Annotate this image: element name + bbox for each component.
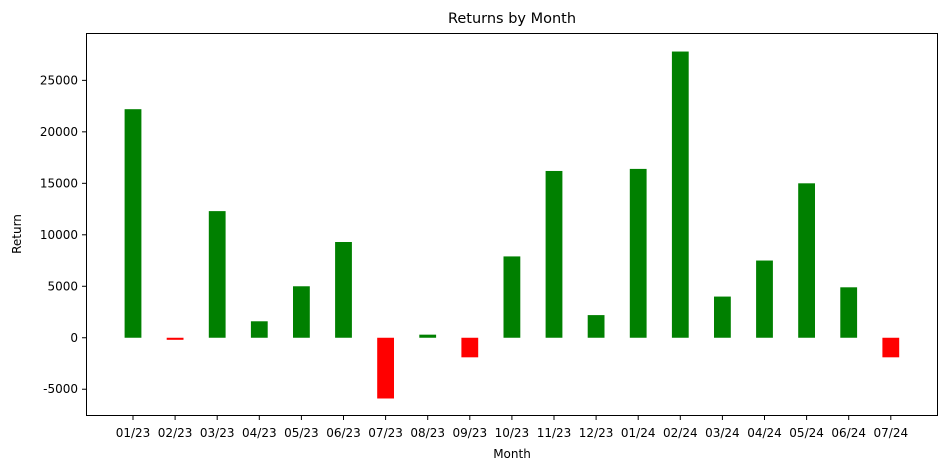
x-tick-label: 09/23 (453, 426, 488, 440)
chart-title: Returns by Month (448, 11, 576, 27)
bar-01-23 (124, 109, 142, 338)
x-tick-label: 02/24 (663, 426, 698, 440)
x-tick-label: 05/24 (789, 426, 824, 440)
bar-01-24 (629, 168, 647, 338)
x-tick-label: 06/23 (326, 426, 361, 440)
bar-05-24 (798, 183, 815, 338)
x-tick-label: 04/23 (242, 426, 277, 440)
bar-03-23 (208, 211, 226, 338)
y-tick-label: -5000 (43, 382, 78, 396)
x-tick-label: 02/23 (158, 426, 193, 440)
bar-series (124, 51, 900, 399)
y-tick-label: 15000 (40, 176, 78, 190)
x-axis-title: Month (493, 447, 531, 461)
x-tick-label: 06/24 (831, 426, 866, 440)
bar-02-24 (671, 51, 689, 338)
x-tick-label: 01/24 (621, 426, 656, 440)
bar-07-24 (882, 337, 900, 358)
x-tick-label: 04/24 (747, 426, 782, 440)
bar-12-23 (587, 315, 605, 338)
bar-03-24 (714, 296, 731, 338)
x-tick-label: 03/23 (200, 426, 235, 440)
x-tick-label: 03/24 (705, 426, 740, 440)
x-tick-label: 10/23 (495, 426, 530, 440)
plot-frame (86, 33, 938, 416)
bar-08-23 (419, 334, 437, 338)
bar-09-23 (461, 337, 479, 358)
y-tick-label: 25000 (40, 73, 78, 87)
x-tick-label: 07/23 (368, 426, 403, 440)
x-tick-label: 11/23 (537, 426, 572, 440)
bar-11-23 (545, 170, 563, 338)
x-tick-label: 07/24 (874, 426, 909, 440)
bar-07-23 (377, 337, 394, 399)
bar-06-24 (840, 287, 858, 338)
x-tick-label: 08/23 (410, 426, 445, 440)
bar-04-23 (250, 321, 268, 338)
y-tick-label: 20000 (40, 125, 78, 139)
y-tick-label: 0 (70, 331, 78, 345)
y-axis-title: Return (10, 214, 24, 254)
y-tick-label: 10000 (40, 228, 78, 242)
y-tick-label: 5000 (47, 279, 78, 293)
bar-04-24 (756, 260, 773, 338)
bar-10-23 (503, 256, 521, 338)
bar-06-23 (335, 242, 352, 338)
x-tick-label: 01/23 (116, 426, 151, 440)
y-axis: -5000 0 5000 10000 15000 20000 25000 (40, 73, 86, 396)
bar-02-23 (166, 337, 184, 340)
bar-05-23 (293, 286, 310, 338)
x-axis: 01/23 02/23 03/23 04/23 05/23 06/23 07/23 08/23… (116, 416, 908, 440)
x-tick-label: 05/23 (284, 426, 319, 440)
x-tick-label: 12/23 (579, 426, 614, 440)
